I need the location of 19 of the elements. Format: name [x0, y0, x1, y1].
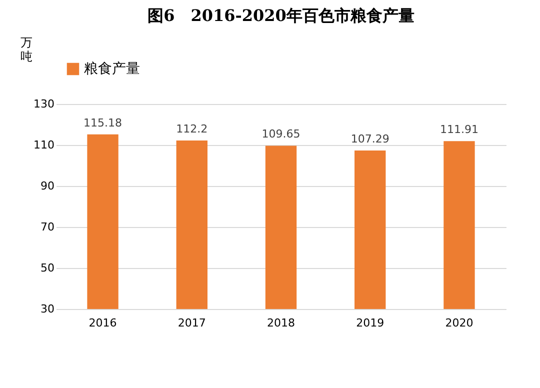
x-tick-label: 2017 — [178, 316, 206, 330]
y-tick-label: 110 — [34, 138, 54, 152]
y-axis-title: 万吨 — [20, 36, 32, 64]
x-tick-label: 2016 — [88, 316, 117, 330]
data-label: 109.65 — [262, 128, 300, 141]
y-tick-label: 70 — [40, 220, 54, 234]
data-label: 115.18 — [84, 116, 122, 130]
chart-title: 图6 2016-2020年百色市粮食产量 — [148, 6, 414, 25]
y-tick-label: 30 — [40, 302, 54, 316]
x-tick-label: 2019 — [356, 316, 384, 330]
x-tick-label: 2020 — [445, 316, 474, 330]
data-label: 111.91 — [440, 123, 478, 136]
y-tick-label: 90 — [40, 180, 54, 192]
data-label: 107.29 — [350, 132, 390, 146]
data-label: 112.2 — [176, 122, 208, 136]
legend-label: 粮食产量 — [84, 61, 140, 77]
x-tick-label: 2018 — [267, 316, 295, 330]
y-tick-label: 50 — [40, 262, 54, 274]
y-tick-label: 130 — [34, 98, 54, 110]
